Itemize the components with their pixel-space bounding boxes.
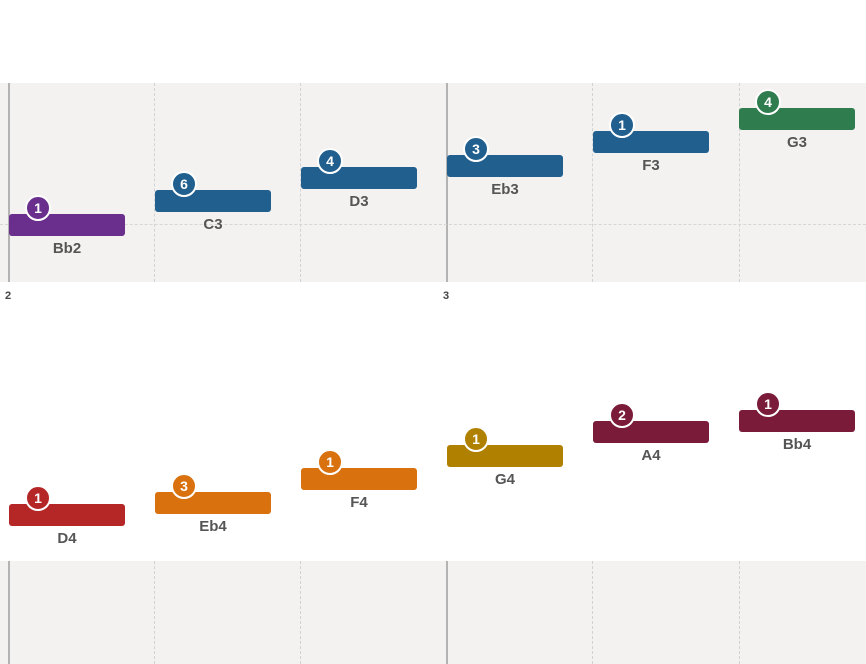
note-label: C3 [203, 216, 223, 233]
note-block[interactable]: 1 D4 [9, 485, 125, 547]
finger-badge: 3 [171, 473, 197, 499]
measure-number-2: 2 [5, 290, 12, 302]
finger-badge: 1 [25, 485, 51, 511]
measure-line-3 [446, 83, 448, 282]
beat-line [300, 561, 301, 664]
note-label: G3 [786, 134, 807, 151]
note-block[interactable]: 1 G4 [447, 426, 563, 488]
note-block[interactable]: 1 Bb4 [739, 391, 855, 453]
finger-badge: 1 [317, 449, 343, 475]
finger-badge: 1 [609, 112, 635, 138]
note-block[interactable]: 2 A4 [593, 402, 709, 464]
note-label: Eb3 [491, 181, 519, 198]
note-label: F3 [642, 157, 660, 174]
beat-line [154, 561, 155, 664]
beat-line [300, 83, 301, 282]
finger-badge: 2 [609, 402, 635, 428]
note-label: A4 [641, 447, 661, 464]
note-label: D3 [349, 193, 369, 210]
staff-panel-top [0, 83, 866, 282]
staff-panel-bottom [0, 561, 866, 664]
note-block[interactable]: 6 C3 [155, 171, 271, 233]
note-label: Bb4 [782, 436, 812, 453]
note-block[interactable]: 1 Bb2 [9, 195, 125, 257]
finger-badge: 3 [463, 136, 489, 162]
finger-badge: 1 [755, 391, 781, 417]
measure-line-2 [8, 83, 10, 282]
note-label: D4 [57, 530, 77, 547]
note-label: Eb4 [199, 518, 227, 535]
beat-line [592, 561, 593, 664]
finger-badge: 1 [25, 195, 51, 221]
beat-line [739, 561, 740, 664]
measure-number-3: 3 [443, 290, 450, 302]
note-block[interactable]: 4 D3 [301, 148, 417, 210]
note-block[interactable]: 3 Eb4 [155, 473, 271, 535]
note-label: Bb2 [52, 240, 82, 257]
note-block[interactable]: 3 Eb3 [447, 136, 563, 198]
finger-badge: 4 [317, 148, 343, 174]
finger-badge: 6 [171, 171, 197, 197]
note-block[interactable]: 4 G3 [739, 89, 855, 151]
beat-line [592, 83, 593, 282]
note-block[interactable]: 1 F3 [593, 112, 709, 174]
measure-line [8, 561, 10, 664]
beat-line [739, 83, 740, 282]
finger-badge: 1 [463, 426, 489, 452]
note-label: G4 [494, 471, 515, 488]
measure-line [446, 561, 448, 664]
reference-line [0, 224, 866, 225]
note-block[interactable]: 1 F4 [301, 449, 417, 511]
beat-line [154, 83, 155, 282]
finger-badge: 4 [755, 89, 781, 115]
note-label: F4 [350, 494, 368, 511]
